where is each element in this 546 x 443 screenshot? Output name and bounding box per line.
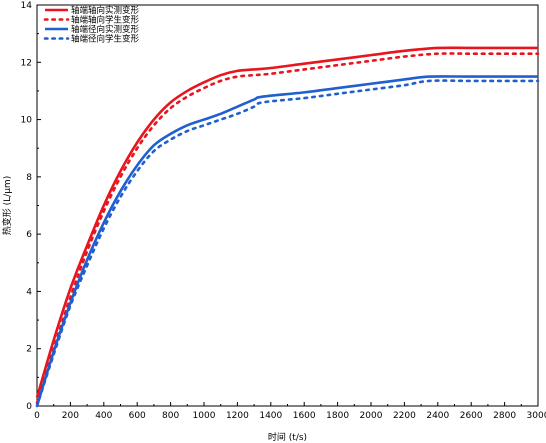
x-tick-label: 2800 — [493, 411, 516, 421]
y-tick-label: 8 — [26, 173, 32, 183]
y-tick-label: 6 — [26, 230, 32, 240]
series-line-3 — [35, 75, 538, 407]
x-tick-label: 1600 — [293, 411, 316, 421]
legend-label-1: 轴端轴向实测变形 — [71, 5, 140, 16]
legend-label-3: 轴端径向实测变形 — [71, 24, 140, 35]
y-axis: 0 2 4 6 8 10 12 14 — [21, 1, 41, 412]
y-tick-label: 14 — [21, 1, 33, 11]
x-tick-label: 1200 — [226, 411, 249, 421]
x-tick-label: 1800 — [326, 411, 349, 421]
y-tick-label: 0 — [26, 402, 32, 412]
x-tick-label: 600 — [129, 411, 146, 421]
x-tick-label: 800 — [162, 411, 179, 421]
y-tick-label: 12 — [21, 58, 32, 68]
series-line-1 — [35, 46, 538, 398]
x-tick-label: 1400 — [259, 411, 282, 421]
legend-label-4: 轴端径向学生变形 — [71, 34, 140, 45]
y-tick-label: 10 — [21, 116, 33, 126]
y-axis-title: 热变形 (L/μm) — [1, 176, 13, 235]
x-axis: 0 200 400 600 800 1000 1200 1400 1600 1800 2000 220… — [34, 402, 546, 421]
x-tick-label: 1000 — [193, 411, 216, 421]
x-tick-label: 2400 — [426, 411, 449, 421]
x-tick-label: 400 — [95, 411, 112, 421]
y-tick-label: 4 — [26, 287, 32, 297]
series-layer — [35, 46, 540, 408]
series-line-2 — [35, 52, 540, 405]
x-tick-label: 3000 — [527, 411, 546, 421]
x-tick-label: 200 — [62, 411, 79, 421]
x-tick-label: 0 — [34, 411, 40, 421]
x-tick-label: 2600 — [460, 411, 483, 421]
legend-label-2: 轴端轴向学生变形 — [71, 15, 140, 26]
y-tick-label: 2 — [26, 345, 32, 355]
x-tick-label: 2200 — [393, 411, 416, 421]
x-axis-title: 时间 (t/s) — [268, 431, 307, 443]
x-tick-label: 2000 — [360, 411, 383, 421]
series-line-4 — [35, 79, 540, 408]
